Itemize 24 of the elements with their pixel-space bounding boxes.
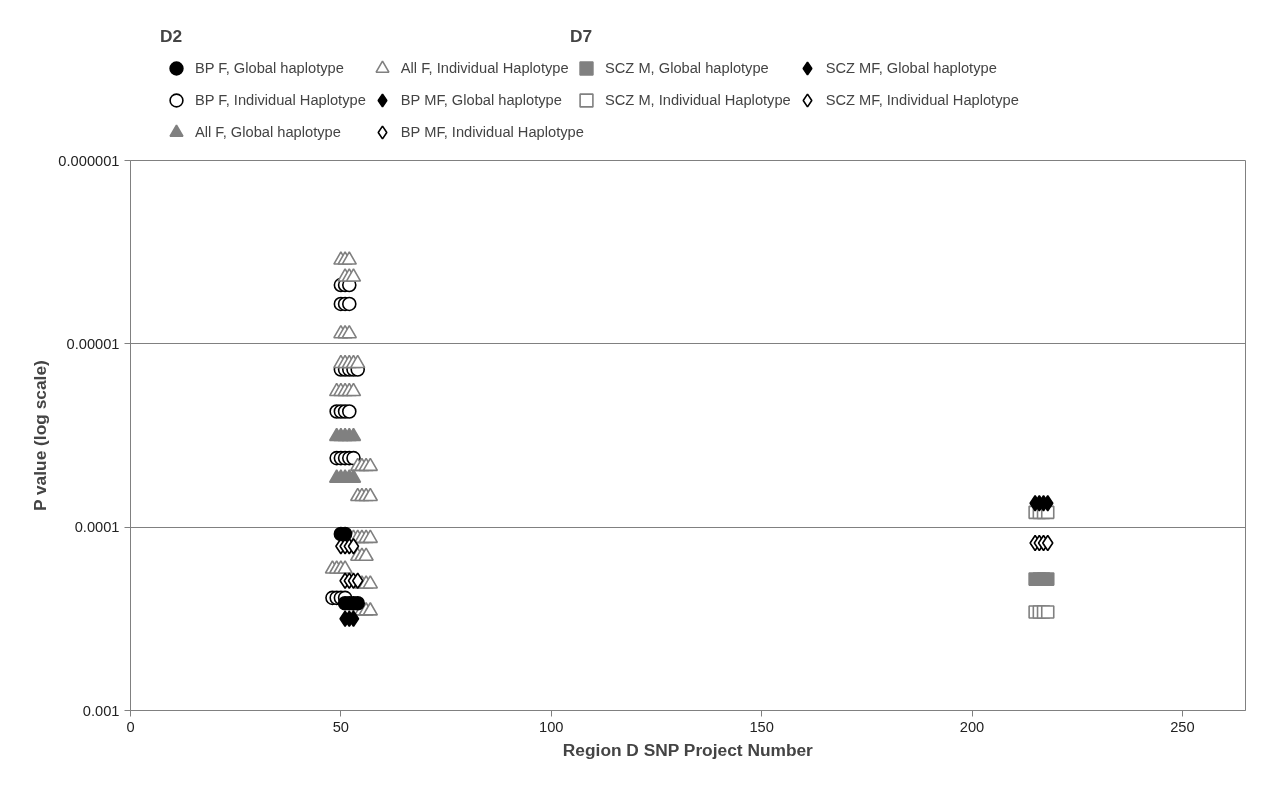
x-tick-label: 200: [959, 718, 985, 735]
y-tick-label: 0.001: [82, 702, 120, 719]
x-tick-label: 50: [332, 718, 350, 735]
legend-label: BP F, Global haplotype: [195, 59, 344, 78]
legend-label: All F, Individual Haplotype: [400, 59, 569, 78]
text: D7: [570, 26, 594, 47]
y-tick-label: 0.00001: [66, 335, 120, 352]
y-tick-label: 0.0001: [74, 519, 120, 536]
legend-label: SCZ MF, Global haplotype: [825, 59, 997, 78]
x-axis-title: Region D SNP Project Number: [562, 739, 814, 760]
y-axis-title: P value (log scale): [30, 360, 51, 512]
legend-label: SCZ M, Global haplotype: [605, 59, 769, 78]
legend-label: BP MF, Individual Haplotype: [400, 123, 584, 142]
y-tick-label: 0.000001: [58, 152, 120, 169]
x-tick-label: 150: [749, 718, 774, 735]
legend-label: BP MF, Global haplotype: [400, 91, 562, 110]
text: D2: [160, 26, 183, 46]
x-tick-label: 0: [126, 718, 135, 735]
x-tick-label: 250: [1170, 718, 1195, 735]
legend-label: BP F, Individual Haplotype: [195, 91, 366, 110]
legend-label: SCZ MF, Individual Haplotype: [825, 91, 1019, 110]
legend-label: SCZ M, Individual Haplotype: [605, 91, 791, 110]
x-tick-label: 100: [539, 718, 564, 735]
legend-label: All F, Global haplotype: [195, 123, 341, 142]
